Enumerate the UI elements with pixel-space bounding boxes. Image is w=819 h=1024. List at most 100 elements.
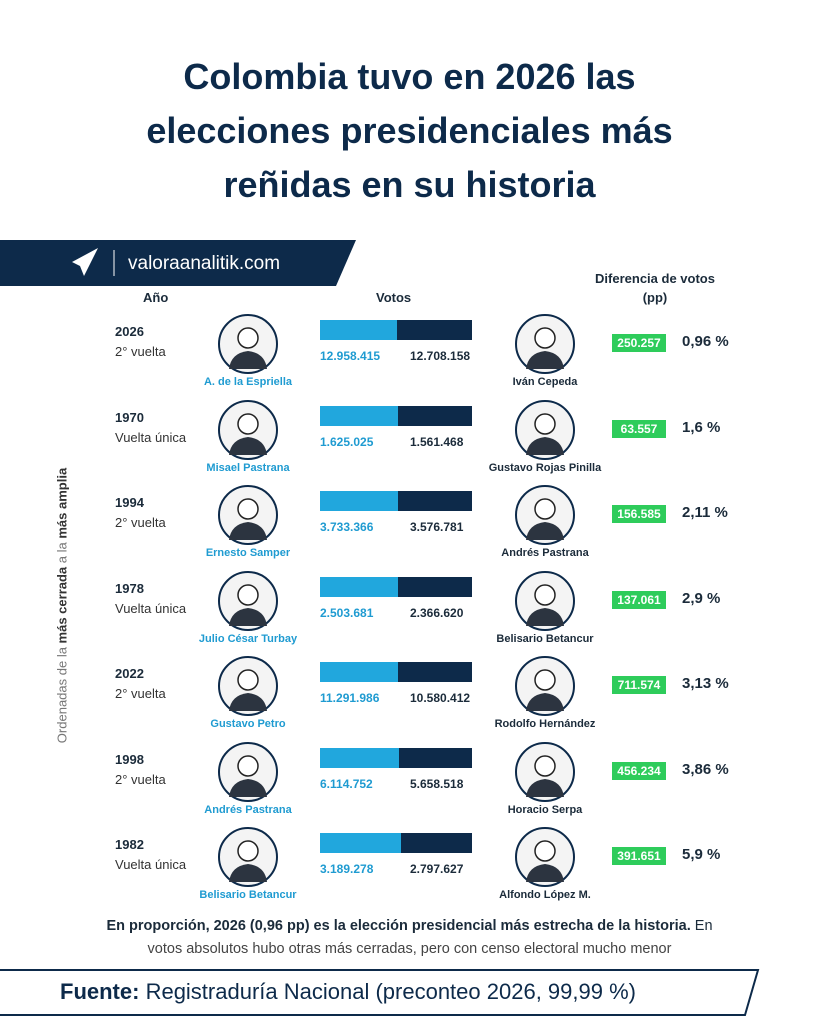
bar-loser [398,576,472,597]
winner-name: Gustavo Petro [210,718,286,730]
difference: 250.257 [612,334,666,352]
bar-winner [320,747,399,768]
shoulders [229,607,267,626]
head [534,840,556,862]
source-text: Registraduría Nacional (preconteo 2026, … [139,979,636,1004]
pp: 3,13 % [682,675,729,692]
loser-votes: 10.580.412 [410,691,471,705]
pp: 0,96 % [682,333,729,350]
head [534,754,556,777]
loser-name: Horacio Serpa [507,803,583,816]
year: 2026 [115,324,144,339]
difference: 456.234 [612,761,666,780]
winner-votes: 1.625.025 [320,434,374,449]
head [237,840,259,862]
bar-loser [396,320,472,340]
difference: 391.651 [612,847,666,865]
title-line: reñidas en su historia [223,164,596,205]
loser-votes: 3.576.781 [410,520,464,534]
portrait [515,656,575,716]
pp: 1,6 % [682,418,721,436]
head [237,498,259,520]
year: 1982 [115,837,144,852]
shoulders [229,693,267,711]
loser-name: Belisario Betancur [496,632,594,645]
winner-name: Julio César Turbay [198,632,298,645]
site: valoraanalitik.com [128,253,281,274]
head [534,327,556,349]
side-text: a la [54,538,70,567]
note: En proporción, 2026 (0,96 pp) es la elec… [0,918,819,934]
winner-votes: 12.958.415 [320,349,381,363]
winner-name: Misael Pastrana [206,461,290,474]
source-label: Fuente: [60,979,140,1004]
portrait [218,827,278,887]
loser-name: Andrés Pastrana [501,547,589,559]
bar-loser [397,491,472,511]
portrait [218,570,278,631]
round: 2° vuelta [115,515,166,530]
round: Vuelta única [115,600,187,616]
portrait [515,827,575,887]
col-year: Año [143,290,169,305]
col-diff: Diferencia de votos [595,271,715,286]
source-frame [0,969,760,1016]
head [534,498,556,520]
loser-votes: 1.561.468 [410,434,464,449]
portrait [218,656,278,716]
head [534,669,556,691]
note-text: En [690,918,713,934]
loser-votes: 2.797.627 [410,862,464,876]
bar-loser [400,833,472,853]
title-line: elecciones presidenciales más [146,110,673,151]
winner-votes: 11.291.986 [320,691,380,705]
portrait [515,399,575,460]
shoulders [526,607,564,626]
shoulders [526,693,564,711]
side-bold: más amplia [54,467,70,539]
side-bold: más cerrada [54,566,70,644]
loser-votes: 2.366.620 [410,605,464,620]
pp: 2,11 % [682,504,728,521]
pp: 3,86 % [682,760,729,778]
bar-winner [320,320,397,340]
shoulders [229,351,267,369]
year: 1994 [115,495,144,510]
winner-votes: 3.189.278 [320,862,374,876]
loser-votes: 12.708.158 [410,349,471,363]
loser-votes: 5.658.518 [410,776,464,791]
shoulders [526,351,564,369]
bar-loser [398,662,472,682]
winner-votes: 2.503.681 [320,605,374,620]
bar-winner [320,833,401,853]
round: 2° vuelta [115,686,166,701]
shoulders [526,778,564,797]
col-diff-unit: (pp) [642,290,668,305]
banner [0,240,356,286]
year: 1998 [115,751,144,767]
head [534,583,556,606]
round: Vuelta única [115,857,187,872]
bar-winner [320,576,399,597]
logo [72,248,98,276]
head [237,327,259,349]
loser-name: Rodolfo Hernández [494,718,596,730]
bar-winner [320,405,398,426]
col-votes: Votos [376,290,412,305]
portrait [515,314,575,374]
round: 2° vuelta [115,344,166,359]
bar-winner [320,662,399,682]
shoulders [526,864,564,882]
loser-name: Alfondo López M. [499,889,591,901]
portrait [515,570,575,631]
head [237,669,259,691]
portrait [218,485,278,545]
head [237,412,259,435]
round: 2° vuelta [115,771,166,787]
bar-loser [397,405,472,426]
winner-name: Ernesto Samper [205,547,291,559]
source: Fuente: Registraduría Nacional (preconte… [60,979,636,1005]
side-text: Ordenadas de la [54,643,70,744]
